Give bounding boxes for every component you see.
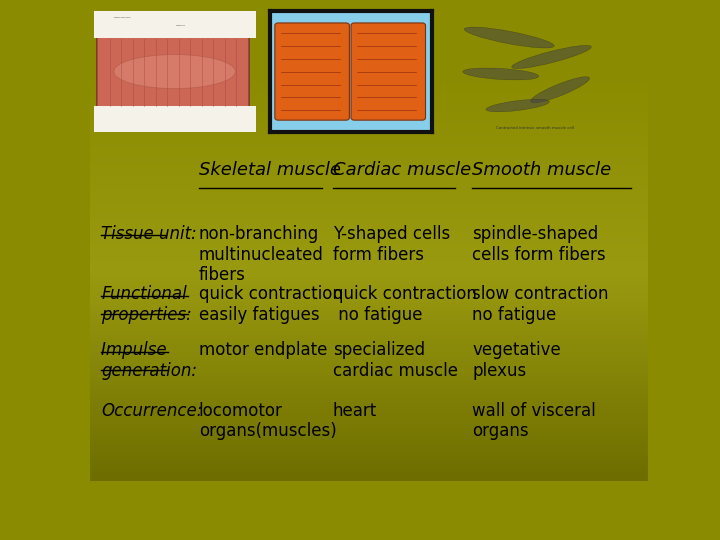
- Text: Smooth muscle: Smooth muscle: [472, 161, 611, 179]
- Text: heart: heart: [333, 402, 377, 420]
- Ellipse shape: [463, 68, 539, 80]
- FancyBboxPatch shape: [351, 23, 426, 120]
- Text: Y-shaped cells
form fibers: Y-shaped cells form fibers: [333, 225, 450, 264]
- Text: Cardiac muscle: Cardiac muscle: [333, 161, 471, 179]
- Text: Tissue unit:: Tissue unit:: [101, 225, 197, 243]
- Text: Impulse 
generation:: Impulse generation:: [101, 341, 197, 380]
- Text: wall of visceral
organs: wall of visceral organs: [472, 402, 596, 441]
- Ellipse shape: [464, 27, 554, 48]
- Text: quick contraction
easily fatigues: quick contraction easily fatigues: [199, 285, 343, 324]
- Text: ━━━━━━━: ━━━━━━━: [113, 16, 130, 21]
- Text: specialized
cardiac muscle: specialized cardiac muscle: [333, 341, 458, 380]
- Text: locomotor
organs(muscles): locomotor organs(muscles): [199, 402, 336, 441]
- Ellipse shape: [114, 55, 235, 89]
- Bar: [94, 106, 256, 132]
- Text: Functional
properties:: Functional properties:: [101, 285, 192, 324]
- Text: quick contraction
 no fatigue: quick contraction no fatigue: [333, 285, 477, 324]
- Bar: [94, 11, 256, 37]
- Ellipse shape: [531, 77, 590, 103]
- Text: vegetative
plexus: vegetative plexus: [472, 341, 561, 380]
- Text: Skeletal muscle: Skeletal muscle: [199, 161, 341, 179]
- Text: non-branching
multinucleated
fibers: non-branching multinucleated fibers: [199, 225, 324, 285]
- Ellipse shape: [512, 45, 591, 69]
- Text: motor endplate: motor endplate: [199, 341, 327, 359]
- Ellipse shape: [486, 99, 549, 112]
- Text: ━━━━: ━━━━: [175, 24, 184, 28]
- Text: spindle-shaped
cells form fibers: spindle-shaped cells form fibers: [472, 225, 606, 264]
- Text: Occurrence:: Occurrence:: [101, 402, 202, 420]
- FancyBboxPatch shape: [96, 35, 249, 109]
- Text: slow contraction
no fatigue: slow contraction no fatigue: [472, 285, 608, 324]
- FancyBboxPatch shape: [275, 23, 349, 120]
- Text: Contracted intrinsic smooth muscle cell: Contracted intrinsic smooth muscle cell: [495, 126, 574, 130]
